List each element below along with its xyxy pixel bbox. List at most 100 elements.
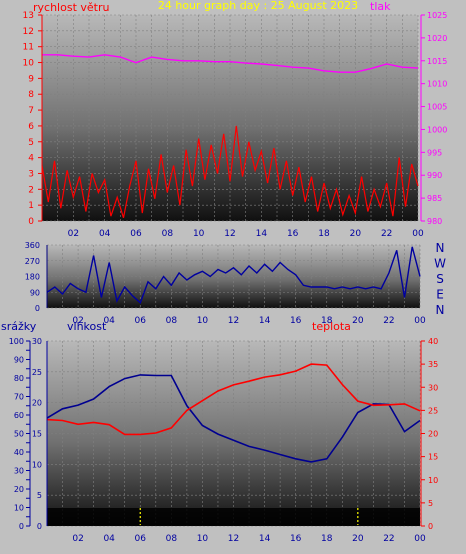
- x-tick-label: 12: [228, 534, 239, 544]
- rain-tick-label: 80: [14, 374, 24, 383]
- rain-tick-label: 60: [14, 411, 24, 420]
- x-tick-label: 20: [352, 316, 364, 326]
- rain-tick-label: 90: [14, 356, 24, 365]
- direction-tick-label: 0: [35, 304, 40, 313]
- compass-label: N: [436, 303, 445, 317]
- x-tick-label: 18: [321, 316, 333, 326]
- wind-tick-label: 5: [28, 138, 34, 148]
- wind-tick-label: 2: [28, 185, 34, 195]
- rain-tick-label: 10: [14, 504, 24, 513]
- wind-tick-label: 10: [23, 59, 35, 69]
- x-tick-label: 20: [350, 229, 362, 239]
- x-tick-label: 06: [135, 316, 147, 326]
- x-tick-label: 08: [166, 534, 178, 544]
- temperature-tick-label: 0: [428, 522, 433, 531]
- humidity-tick-label: 20: [32, 399, 42, 408]
- temperature-tick-label: 5: [428, 499, 433, 508]
- temperature-tick-label: 25: [428, 406, 438, 415]
- x-tick-label: 16: [290, 316, 302, 326]
- pressure-tick-label: 985: [427, 194, 442, 203]
- wind-tick-label: 4: [28, 154, 34, 164]
- humidity-line: [46, 374, 421, 463]
- rain-tick-label: 50: [14, 430, 24, 439]
- x-tick-label: 00: [414, 534, 426, 544]
- temperature-line: [46, 363, 421, 436]
- wind-tick-label: 8: [28, 90, 34, 100]
- x-tick-label: 22: [383, 534, 394, 544]
- pressure-tick-label: 980: [427, 217, 442, 226]
- direction-tick-label: 180: [25, 273, 40, 282]
- x-tick-label: 22: [381, 229, 392, 239]
- x-tick-label: 00: [412, 229, 424, 239]
- x-tick-label: 16: [290, 534, 302, 544]
- wind-tick-label: 3: [28, 169, 34, 179]
- pressure-tick-label: 990: [427, 171, 442, 180]
- wind-speed-line: [41, 125, 419, 218]
- x-tick-label: 02: [72, 534, 83, 544]
- rain-tick-label: 40: [14, 448, 24, 457]
- compass-label: S: [436, 272, 444, 286]
- x-tick-label: 18: [318, 229, 330, 239]
- x-tick-label: 08: [162, 229, 174, 239]
- compass-label: W: [434, 257, 446, 271]
- humidity-tick-label: 0: [37, 522, 42, 531]
- humidity-tick-label: 10: [32, 460, 42, 469]
- temperature-tick-label: 40: [428, 337, 438, 346]
- x-tick-label: 04: [103, 534, 115, 544]
- temperature-tick-label: 35: [428, 360, 438, 369]
- temperature-tick-label: 30: [428, 383, 438, 392]
- humidity-tick-label: 30: [32, 337, 42, 346]
- rain-label: srážky: [1, 320, 37, 333]
- pressure-label: tlak: [370, 0, 391, 13]
- humidity-tick-label: 5: [37, 491, 42, 500]
- x-tick-label: 20: [352, 534, 364, 544]
- x-tick-label: 04: [99, 229, 111, 239]
- x-tick-label: 10: [193, 229, 205, 239]
- wind-tick-label: 12: [23, 27, 34, 37]
- x-tick-label: 14: [256, 229, 268, 239]
- direction-tick-label: 90: [30, 288, 40, 297]
- wind-tick-label: 0: [28, 217, 34, 227]
- pressure-tick-label: 1010: [427, 80, 447, 89]
- temperature-tick-label: 15: [428, 453, 438, 462]
- compass-label: N: [436, 241, 445, 255]
- pressure-tick-label: 1005: [427, 103, 447, 112]
- pressure-tick-label: 1025: [427, 11, 447, 20]
- wind-speed-label: rychlost větru: [33, 1, 109, 14]
- rain-tick-label: 0: [19, 522, 24, 531]
- x-tick-label: 12: [228, 316, 239, 326]
- x-tick-label: 06: [135, 534, 147, 544]
- pressure-tick-label: 1000: [427, 125, 447, 134]
- rain-tick-label: 70: [14, 393, 24, 402]
- direction-tick-label: 270: [25, 257, 40, 266]
- humidity-tick-label: 25: [32, 368, 42, 377]
- wind-tick-label: 11: [23, 43, 34, 53]
- pressure-tick-label: 995: [427, 148, 442, 157]
- x-tick-label: 06: [130, 229, 142, 239]
- temperature-tick-label: 20: [428, 430, 438, 439]
- wind-direction-line: [46, 246, 421, 305]
- pressure-tick-label: 1020: [427, 34, 447, 43]
- data-marks: [41, 54, 421, 525]
- x-tick-label: 14: [259, 534, 271, 544]
- x-tick-label: 18: [321, 534, 333, 544]
- chart-title: 24 hour graph day : 25 August 2023: [158, 0, 358, 12]
- wind-tick-label: 1: [28, 201, 34, 211]
- wind-tick-label: 7: [28, 106, 34, 116]
- x-tick-label: 08: [166, 316, 178, 326]
- pressure-line: [42, 54, 419, 73]
- temperature-tick-label: 10: [428, 476, 438, 485]
- x-tick-label: 02: [68, 229, 79, 239]
- temperature-label: teplota: [312, 320, 351, 333]
- x-tick-label: 14: [259, 316, 271, 326]
- wind-tick-label: 13: [23, 11, 34, 21]
- x-tick-label: 16: [287, 229, 299, 239]
- rain-band: [47, 508, 420, 526]
- humidity-label: vlhkost: [67, 320, 107, 333]
- axes: [26, 14, 425, 527]
- rain-tick-label: 30: [14, 467, 24, 476]
- rain-tick-label: 100: [9, 337, 24, 346]
